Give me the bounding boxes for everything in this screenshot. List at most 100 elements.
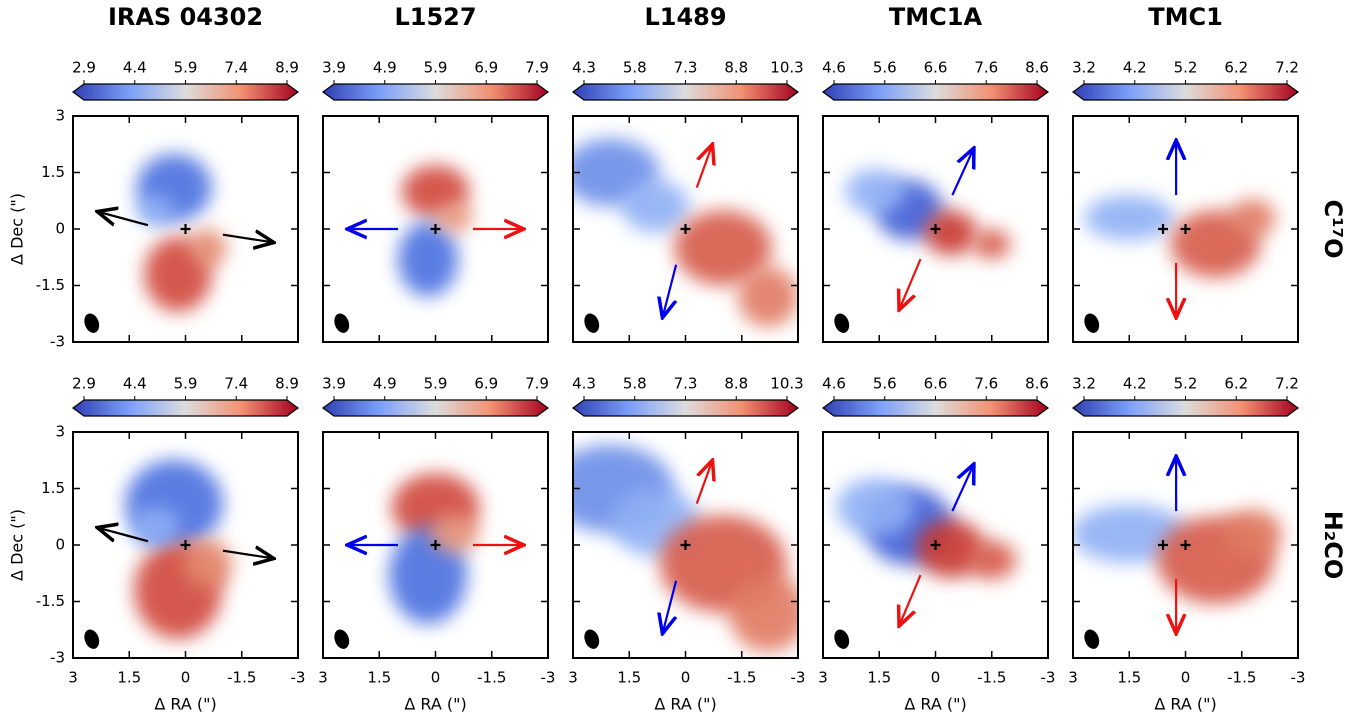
- beam: [834, 313, 850, 333]
- beam: [584, 629, 600, 649]
- map-image: [125, 459, 233, 639]
- x-tick-label: -3: [1041, 669, 1056, 687]
- colorbar-tick-label: 7.3: [674, 375, 698, 393]
- source-cross: [430, 540, 441, 550]
- colorbar-tick-label: 7.9: [525, 375, 549, 393]
- x-axis-label: Δ RA ("): [154, 695, 216, 714]
- colorbar-tick-label: 6.6: [924, 59, 948, 77]
- x-tick-label: 0: [181, 669, 191, 687]
- outflow-arrow: [222, 235, 272, 243]
- column-title: IRAS 04302: [108, 3, 263, 31]
- source-cross: [1180, 224, 1191, 234]
- map-image: [1073, 504, 1283, 604]
- x-tick-label: -1.5: [727, 669, 756, 687]
- row-label: H₂CO: [1319, 511, 1347, 580]
- x-axis-label: Δ RA ("): [404, 695, 466, 714]
- x-tick-label: -1.5: [477, 669, 506, 687]
- colorbar-tick-label: 4.9: [373, 375, 397, 393]
- x-tick-label: 1.5: [867, 669, 891, 687]
- colorbar-tick-label: 4.6: [822, 375, 846, 393]
- colorbar-tick-label: 6.2: [1224, 375, 1248, 393]
- emission-blob: [845, 168, 906, 214]
- emission-blob: [131, 506, 180, 546]
- colorbar: [821, 399, 1050, 417]
- beam: [1084, 313, 1100, 333]
- x-tick-label: 0: [1181, 669, 1191, 687]
- colorbar-tick-label: 10.3: [770, 59, 803, 77]
- emission-blob: [398, 221, 458, 297]
- x-tick-label: 0: [931, 669, 941, 687]
- colorbar-tick-label: 7.4: [224, 375, 248, 393]
- emission-blob: [836, 478, 915, 537]
- beam: [334, 629, 350, 649]
- colorbar-tick-label: 7.9: [525, 59, 549, 77]
- outflow-arrow: [663, 264, 676, 316]
- beam: [834, 629, 850, 649]
- colorbar-tick-label: 8.8: [724, 59, 748, 77]
- beam: [334, 313, 350, 333]
- emission-blob: [1223, 509, 1283, 559]
- y-tick-label: -1.5: [36, 592, 65, 610]
- colorbar-tick-label: 5.6: [873, 375, 897, 393]
- x-tick-label: 1.5: [117, 669, 141, 687]
- row-label: C¹⁷O: [1319, 199, 1347, 258]
- map-image: [389, 473, 480, 624]
- x-tick-label: -3: [791, 669, 806, 687]
- colorbar-tick-label: 2.9: [72, 59, 96, 77]
- colorbar-tick-label: 7.2: [1275, 375, 1299, 393]
- outflow-arrow: [695, 146, 712, 188]
- colorbar-tick-label: 6.9: [474, 59, 498, 77]
- y-tick-label: 0: [55, 536, 65, 554]
- outflow-arrow: [99, 528, 149, 541]
- colorbar: [71, 399, 300, 417]
- colorbar-tick-label: 2.9: [72, 375, 96, 393]
- source-cross: [1180, 540, 1191, 550]
- colorbar-tick-label: 10.3: [770, 375, 803, 393]
- x-tick-label: 3: [568, 669, 578, 687]
- emission-blob: [621, 180, 690, 233]
- x-tick-label: -1.5: [977, 669, 1006, 687]
- colorbar: [71, 83, 300, 101]
- x-tick-label: 3: [818, 669, 828, 687]
- x-tick-label: -3: [541, 669, 556, 687]
- colorbar-tick-label: 8.8: [724, 375, 748, 393]
- x-tick-label: 1.5: [617, 669, 641, 687]
- emission-blob: [1073, 504, 1188, 563]
- column-title: L1527: [394, 3, 476, 31]
- x-tick-label: 0: [681, 669, 691, 687]
- x-tick-label: 3: [318, 669, 328, 687]
- x-tick-label: -1.5: [1227, 669, 1256, 687]
- colorbar: [571, 399, 800, 417]
- x-tick-label: 1.5: [367, 669, 391, 687]
- source-cross: [1158, 540, 1168, 550]
- source-cross: [430, 224, 441, 234]
- y-axis-label: Δ Dec ("): [8, 193, 27, 265]
- y-tick-label: 1.5: [41, 163, 65, 181]
- source-cross: [1158, 224, 1168, 234]
- source-cross: [680, 224, 691, 234]
- x-axis-label: Δ RA ("): [1154, 695, 1216, 714]
- map-image: [573, 138, 798, 327]
- emission-blob: [967, 540, 1017, 580]
- colorbar-tick-label: 8.9: [275, 375, 299, 393]
- y-axis-label: Δ Dec ("): [8, 509, 27, 581]
- colorbar-tick-label: 5.9: [174, 375, 198, 393]
- source-cross: [680, 540, 691, 550]
- emission-blob: [429, 514, 479, 554]
- beam: [1084, 629, 1100, 649]
- colorbar-tick-label: 5.9: [424, 375, 448, 393]
- colorbar-tick-label: 7.2: [1275, 59, 1299, 77]
- colorbar-tick-label: 5.2: [1174, 375, 1198, 393]
- emission-blob: [136, 195, 175, 226]
- outflow-arrow: [951, 150, 973, 196]
- outflow-arrow: [951, 466, 973, 512]
- colorbar-tick-label: 4.9: [373, 59, 397, 77]
- emission-blob: [924, 210, 977, 256]
- colorbar-tick-label: 4.2: [1123, 375, 1147, 393]
- emission-blob: [674, 210, 772, 286]
- x-axis-label: Δ RA ("): [654, 695, 716, 714]
- beam: [84, 629, 100, 649]
- colorbar-tick-label: 7.6: [974, 59, 998, 77]
- source-cross: [930, 540, 941, 550]
